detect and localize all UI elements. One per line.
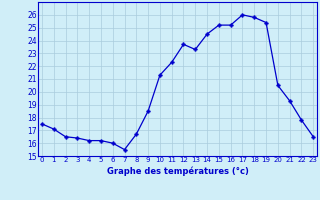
- X-axis label: Graphe des températures (°c): Graphe des températures (°c): [107, 166, 249, 176]
